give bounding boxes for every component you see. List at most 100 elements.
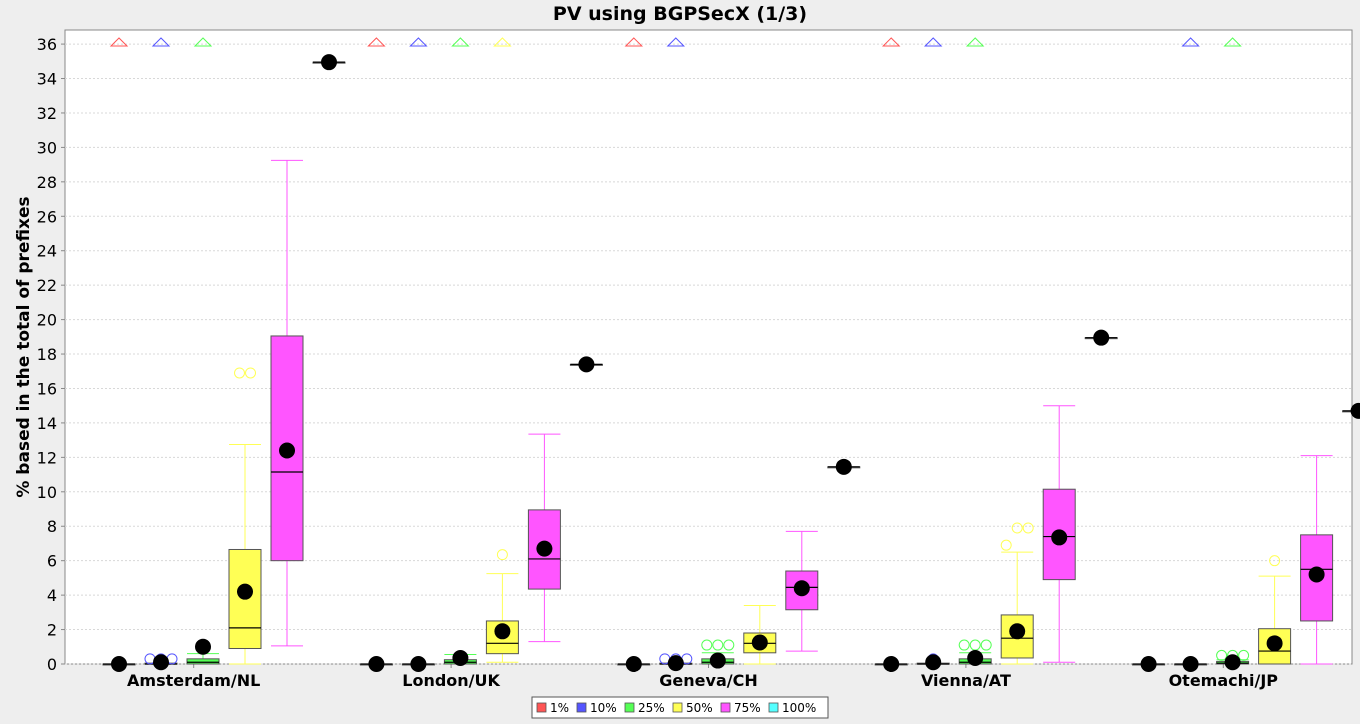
far-outlier-marker <box>409 37 428 47</box>
box-group <box>785 530 819 652</box>
mean-point <box>279 442 295 459</box>
y-tick-label: 8 <box>47 517 57 536</box>
mean-point <box>1182 656 1199 672</box>
box-group <box>701 639 735 669</box>
box-iqr <box>270 335 304 562</box>
box-group <box>1216 37 1250 671</box>
far-outlier-marker <box>1223 37 1242 47</box>
far-outlier-marker <box>193 37 213 47</box>
box-group <box>1342 402 1360 419</box>
plot-marks <box>102 37 1360 672</box>
mean-point <box>536 540 553 557</box>
box-group <box>569 356 603 373</box>
x-tick-label: Geneva/CH <box>659 671 757 690</box>
outlier-point <box>1000 539 1012 551</box>
outlier-point <box>1238 649 1250 661</box>
legend-label: 75% <box>734 701 761 715</box>
box-group <box>443 37 477 666</box>
outlier-point <box>1011 522 1023 534</box>
legend-label: 50% <box>686 701 713 715</box>
y-tick-label: 30 <box>37 138 57 157</box>
box-group <box>527 433 561 643</box>
box-group <box>270 159 304 647</box>
outlier-point <box>712 639 724 651</box>
far-outlier-marker <box>367 37 386 47</box>
x-tick-label: London/UK <box>402 671 500 690</box>
mean-point <box>111 656 127 672</box>
mean-point <box>883 656 900 672</box>
y-tick-label: 22 <box>37 276 57 295</box>
y-tick-label: 12 <box>37 448 57 467</box>
box-group <box>1042 405 1076 663</box>
box-group <box>827 458 861 475</box>
mean-point <box>835 458 852 475</box>
outlier-point <box>1216 649 1228 661</box>
mean-point <box>1093 329 1110 346</box>
x-tick-label: Vienna/AT <box>921 671 1011 690</box>
far-outlier-marker <box>493 37 512 47</box>
outlier-point <box>958 639 970 651</box>
mean-point <box>195 638 211 655</box>
far-outlier-marker <box>451 37 470 47</box>
mean-point <box>667 655 684 672</box>
y-tick-label: 10 <box>37 483 57 502</box>
legend-label: 10% <box>590 701 617 715</box>
mean-point <box>1009 623 1026 640</box>
far-outlier-marker <box>923 37 943 47</box>
y-axis-label: % based in the total of prefixes <box>14 196 34 497</box>
y-tick-label: 18 <box>37 345 57 364</box>
y-tick-label: 26 <box>37 207 57 226</box>
legend-swatch <box>768 702 779 713</box>
x-tick-label: Amsterdam/NL <box>127 671 260 690</box>
mean-point <box>237 583 253 600</box>
legend-label: 1% <box>550 701 569 715</box>
x-axis: Amsterdam/NL London/UK Geneva/CH Vienna/AT O… <box>127 664 1278 690</box>
y-tick-label: 14 <box>37 414 57 433</box>
mean-point <box>494 623 511 640</box>
box-group <box>1258 555 1292 665</box>
chart-title: PV using BGPSecX (1/3) <box>553 3 807 25</box>
box-group <box>743 604 777 665</box>
y-tick-label: 0 <box>47 655 57 674</box>
far-outlier-marker <box>151 37 171 47</box>
y-tick-label: 4 <box>47 586 57 605</box>
box-iqr <box>186 658 220 665</box>
box-group <box>228 367 262 665</box>
box-group <box>1132 656 1166 672</box>
far-outlier-marker <box>666 37 686 47</box>
outlier-point <box>1269 555 1281 567</box>
mean-point <box>967 649 984 666</box>
legend-swatch <box>720 702 731 713</box>
mean-point <box>625 656 642 672</box>
far-outlier-marker <box>109 37 129 47</box>
mean-point <box>709 652 726 669</box>
box-group <box>1174 37 1208 672</box>
box-group <box>359 37 393 672</box>
y-tick-label: 36 <box>37 35 57 54</box>
mean-point <box>1266 635 1283 652</box>
mean-point <box>368 656 385 672</box>
legend-label: 100% <box>782 701 816 715</box>
y-tick-label: 24 <box>37 242 57 261</box>
mean-point <box>793 580 810 597</box>
box-group <box>312 54 346 71</box>
box-group <box>874 37 908 672</box>
box-group <box>186 37 220 665</box>
y-tick-label: 32 <box>37 104 57 123</box>
box-group <box>617 37 651 672</box>
box-group <box>401 37 435 672</box>
legend-swatch <box>576 702 587 713</box>
legend-swatch <box>624 702 635 713</box>
outlier-point <box>701 639 713 651</box>
mean-point <box>321 54 337 71</box>
outlier-point <box>980 639 992 651</box>
box-group <box>102 37 136 672</box>
mean-point <box>1350 402 1360 419</box>
box-group <box>958 37 992 666</box>
box-group <box>659 37 693 672</box>
box-group <box>1300 455 1334 665</box>
mean-point <box>1224 654 1241 671</box>
legend-swatch <box>536 702 547 713</box>
